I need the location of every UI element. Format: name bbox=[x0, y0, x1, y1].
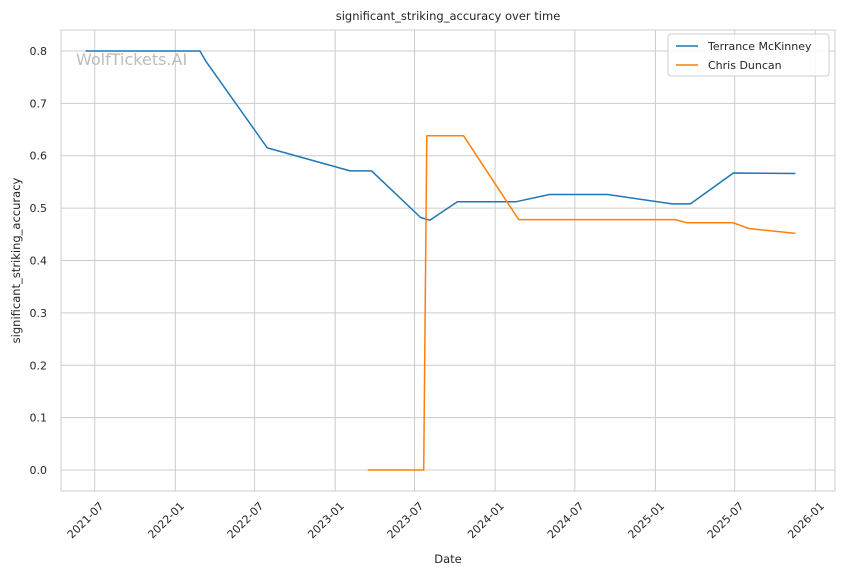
y-tick-label: 0.5 bbox=[30, 202, 48, 215]
series-line-chris-duncan bbox=[367, 135, 796, 471]
y-tick-label: 0.6 bbox=[30, 150, 48, 163]
y-tick-label: 0.0 bbox=[30, 464, 48, 477]
y-tick-label: 0.7 bbox=[30, 97, 48, 110]
legend-label-chris-duncan: Chris Duncan bbox=[708, 59, 782, 72]
y-tick-label: 0.1 bbox=[30, 412, 48, 425]
legend-box bbox=[667, 33, 830, 77]
y-tick-label: 0.3 bbox=[30, 307, 48, 320]
y-tick-label: 0.8 bbox=[30, 45, 48, 58]
series-line-terrance-mckinney bbox=[85, 50, 796, 221]
y-tick-label: 0.4 bbox=[30, 255, 48, 268]
legend: Terrance McKinney Chris Duncan bbox=[667, 33, 830, 77]
y-tick-label: 0.2 bbox=[30, 359, 48, 372]
y-axis-ticks: 0.0 0.1 0.2 0.3 0.4 0.5 0.6 0.7 0.8 bbox=[30, 45, 48, 477]
y-axis-label: significant_striking_accuracy bbox=[9, 177, 23, 343]
series-layer bbox=[85, 50, 796, 471]
plot-frame bbox=[60, 29, 836, 492]
chart-title: significant_striking_accuracy over time bbox=[336, 9, 561, 23]
watermark-text: WolfTickets.AI bbox=[76, 50, 187, 69]
legend-label-terrance-mckinney: Terrance McKinney bbox=[707, 40, 812, 53]
x-axis-label: Date bbox=[434, 552, 462, 566]
grid-lines bbox=[61, 30, 835, 491]
